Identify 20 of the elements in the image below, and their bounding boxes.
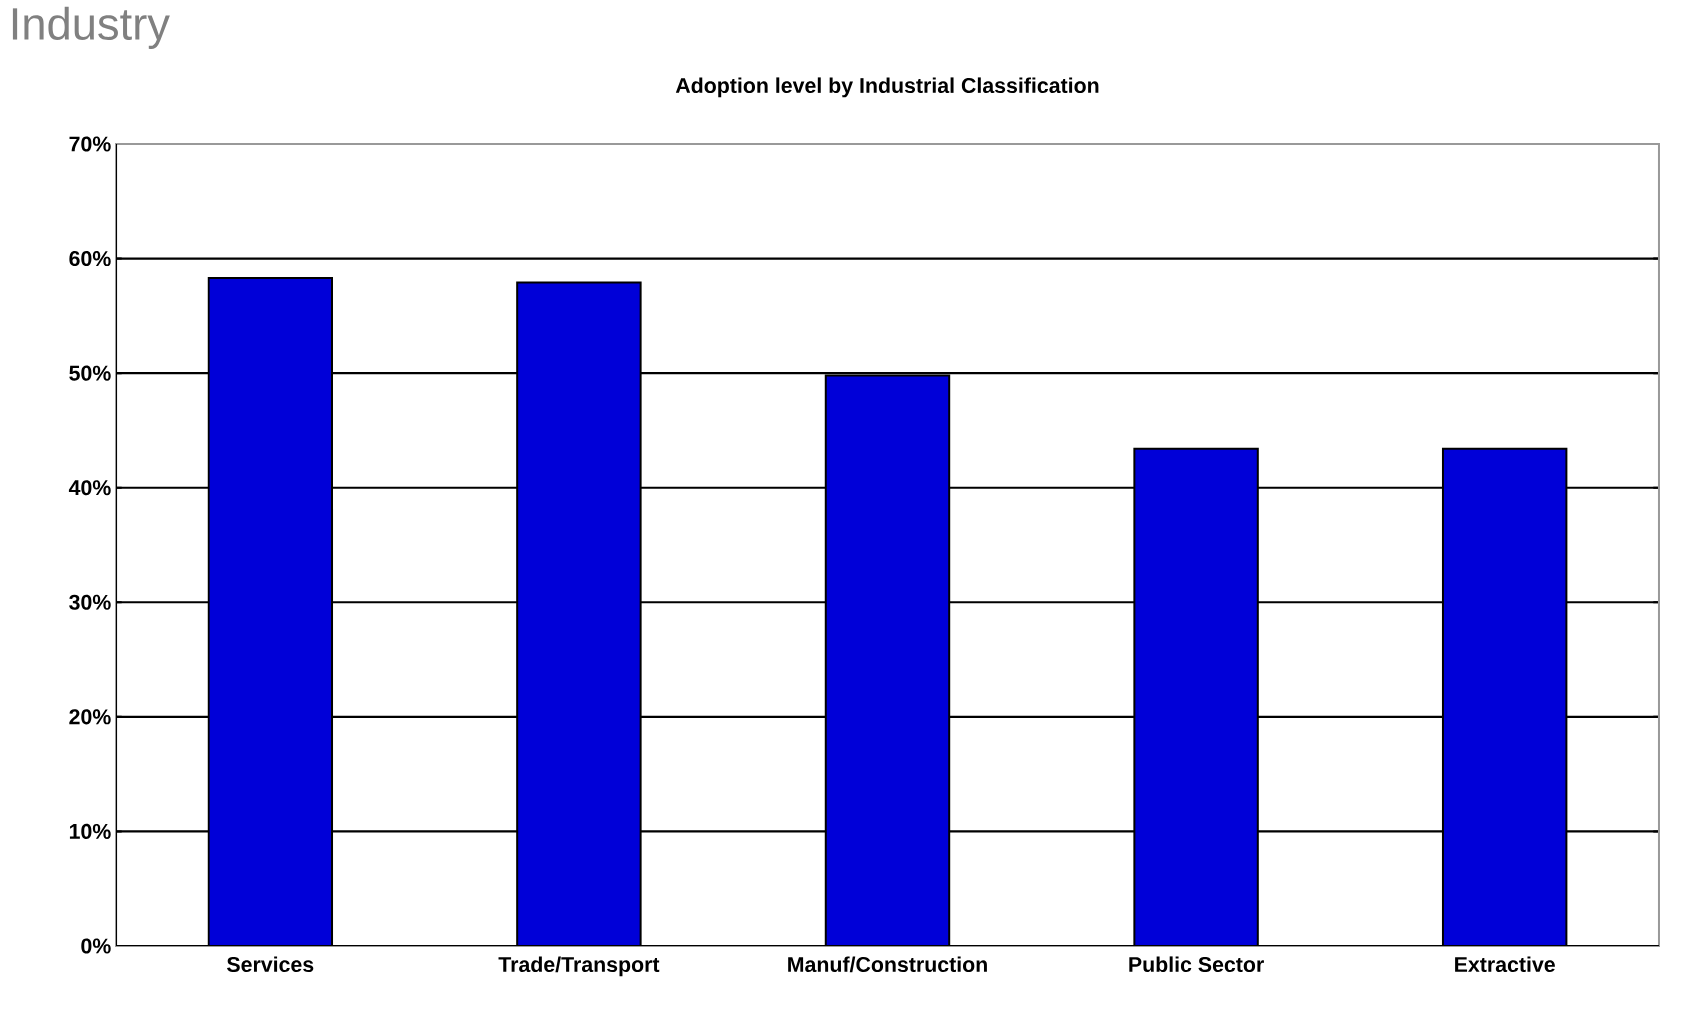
bar — [1133, 447, 1259, 946]
x-tick-label: Trade/Transport — [498, 956, 660, 977]
y-tick-label: 50% — [69, 365, 111, 381]
y-tick-label: 60% — [69, 251, 111, 267]
y-tick-label: 20% — [69, 709, 111, 725]
bar — [824, 374, 951, 946]
y-tick-label: 10% — [69, 823, 111, 839]
bar — [207, 277, 334, 946]
bar — [516, 281, 642, 946]
y-tick-label: 40% — [68, 480, 111, 496]
text: Industry — [12, 6, 170, 49]
x-tick-label: Services — [227, 956, 314, 973]
bar — [1441, 447, 1568, 946]
x-tick-label: Manuf/Construction — [788, 956, 987, 973]
x-tick-label: Public Sector — [1129, 956, 1264, 973]
y-tick-label: 30% — [69, 594, 111, 610]
chart-title: Adoption level by Industrial Classification — [675, 77, 1099, 98]
y-tick-label: 70% — [69, 136, 111, 152]
x-tick-label: Extractive — [1455, 956, 1555, 973]
y-tick-label: 0% — [81, 938, 111, 954]
